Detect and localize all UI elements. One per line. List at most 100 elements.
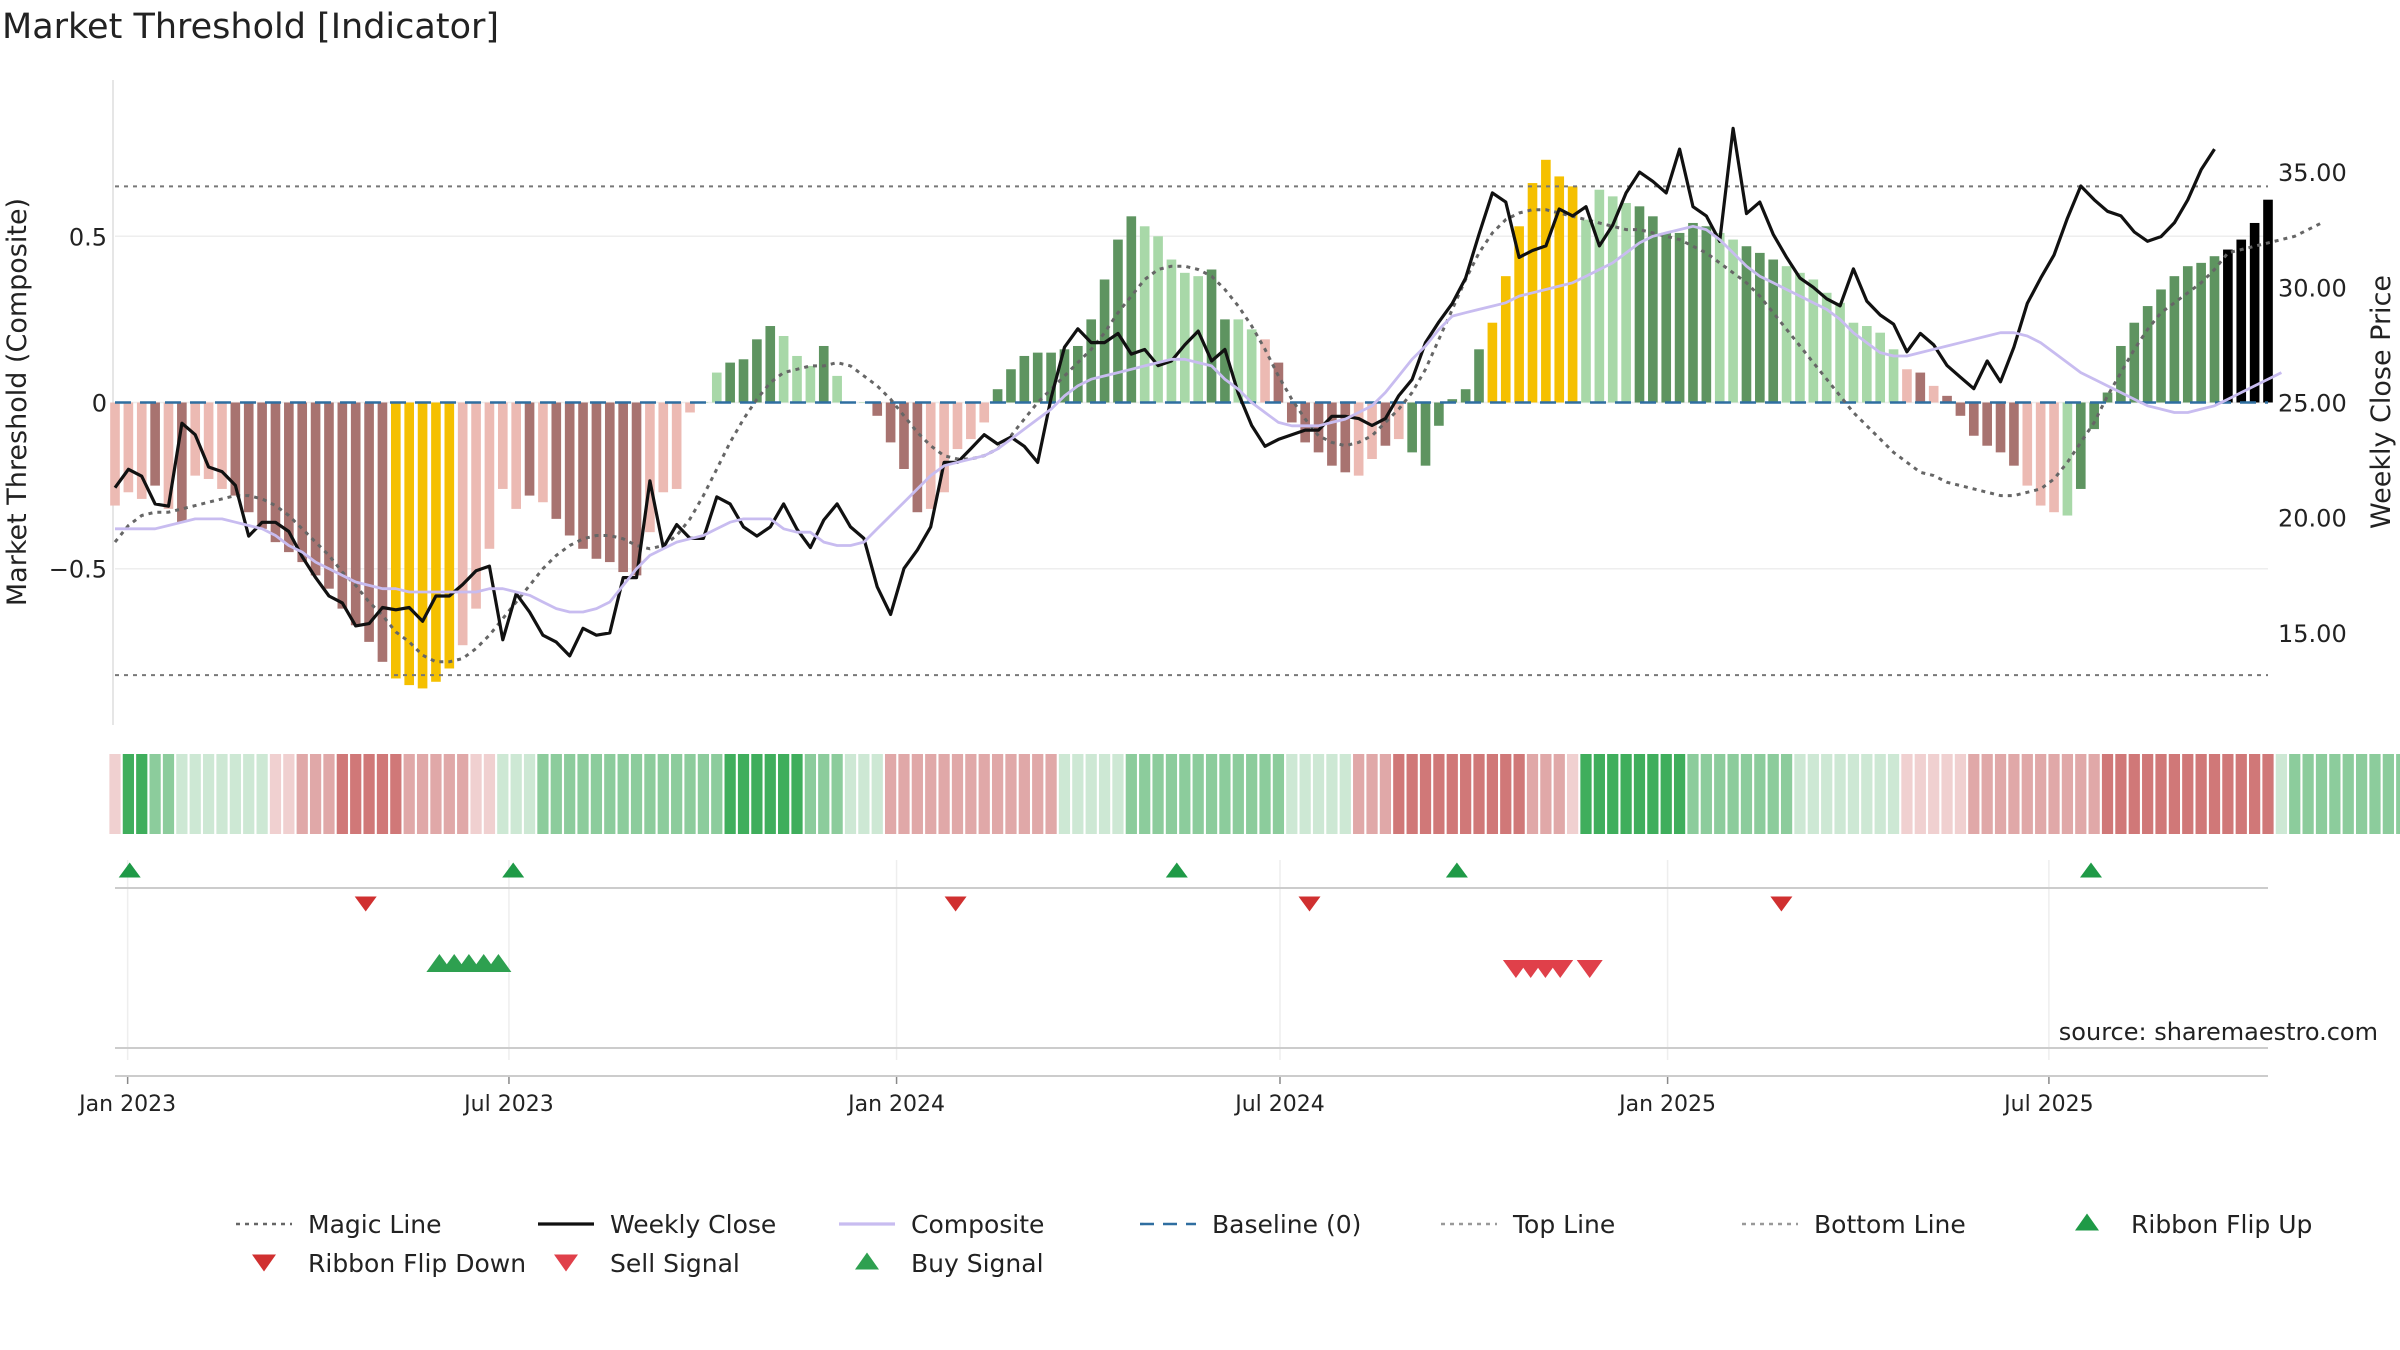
ribbon-cell — [550, 754, 562, 834]
ribbon-cell — [537, 754, 549, 834]
composite-bar — [1460, 389, 1471, 403]
composite-bar — [952, 402, 963, 450]
legend-label: Weekly Close — [610, 1210, 776, 1239]
composite-bar — [1353, 402, 1364, 476]
composite-bar — [2263, 199, 2273, 403]
ribbon-cell — [149, 754, 161, 834]
composite-bar — [2209, 256, 2220, 403]
ribbon-cell — [2262, 754, 2274, 834]
ribbon-cell — [1847, 754, 1860, 834]
ribbon-cell — [884, 754, 897, 834]
legend-item: Top Line — [1441, 1210, 1615, 1239]
ribbon-cell — [1687, 754, 1699, 834]
ribbon-cell — [1660, 754, 1672, 834]
composite-bar — [1701, 226, 1712, 403]
composite-bar — [1688, 222, 1698, 403]
legend-label: Ribbon Flip Up — [2131, 1210, 2312, 1239]
ribbon-cell — [202, 754, 215, 834]
ribbon-cell — [898, 754, 910, 834]
composite-bar — [337, 402, 348, 609]
composite-bar — [391, 402, 401, 679]
ribbon-cell — [390, 754, 402, 834]
composite-bar — [1179, 272, 1190, 403]
x-tick-label: Jul 2024 — [1233, 1092, 1325, 1117]
x-tick-label: Jul 2023 — [462, 1092, 554, 1117]
ribbon-cell — [804, 754, 816, 834]
composite-bar — [1942, 395, 1952, 403]
composite-bar — [2009, 402, 2019, 466]
ribbon-cell — [470, 754, 482, 834]
composite-bar — [297, 402, 308, 563]
ribbon-cell — [844, 754, 857, 834]
ribbon-cell — [1740, 754, 1753, 834]
ribbon-cell — [1272, 754, 1285, 834]
ribbon-cell — [1339, 754, 1351, 834]
composite-bar — [1982, 402, 1992, 446]
ribbon-cell — [1205, 754, 1218, 834]
composite-bar — [163, 402, 174, 509]
ribbon-cell — [911, 754, 923, 834]
legend-item: Composite — [839, 1210, 1044, 1239]
chart-title: Market Threshold [Indicator] — [2, 7, 499, 47]
composite-bar — [1286, 402, 1297, 423]
composite-bar — [2022, 402, 2033, 486]
ribbon-cell — [2222, 754, 2234, 834]
ribbon-cell — [1526, 754, 1539, 834]
composite-bar — [2182, 266, 2193, 403]
ribbon-cell — [1286, 754, 1298, 834]
ribbon-cell — [1914, 754, 1926, 834]
ribbon-cell — [1714, 754, 1726, 834]
composite-bar — [1046, 352, 1056, 403]
composite-bar — [925, 402, 936, 509]
composite-bar — [1661, 232, 1672, 403]
ribbon-cell — [1005, 754, 1017, 834]
ribbon-cell — [657, 754, 669, 834]
composite-bar — [1434, 402, 1444, 426]
composite-bar — [1888, 349, 1899, 403]
legend-label: Buy Signal — [911, 1249, 1044, 1278]
composite-bar — [631, 402, 642, 576]
composite-bar — [1808, 279, 1819, 403]
composite-bar — [1902, 369, 1912, 403]
ribbon-cell — [938, 754, 950, 834]
ribbon-cell — [2329, 754, 2341, 834]
legend-item: Ribbon Flip Up — [2075, 1210, 2312, 1239]
ribbon-cell — [1727, 754, 1739, 834]
legend-label: Bottom Line — [1814, 1210, 1966, 1239]
ribbon-cell — [1085, 754, 1097, 834]
ribbon-cell — [2142, 754, 2154, 834]
ribbon-cell — [430, 754, 442, 834]
composite-bar — [2249, 222, 2260, 403]
ribbon-cell — [564, 754, 576, 834]
legend-label: Ribbon Flip Down — [308, 1249, 526, 1278]
ribbon-cell — [1125, 754, 1137, 834]
ribbon-flip-up-marker — [1165, 862, 1188, 878]
ribbon-cell — [1165, 754, 1178, 834]
composite-bar — [872, 402, 883, 416]
composite-series — [115, 224, 2283, 614]
composite-bar — [177, 402, 187, 523]
composite-bar — [1327, 402, 1337, 466]
ribbon-cell — [2355, 754, 2368, 834]
ribbon-cell — [858, 754, 870, 834]
composite-bar — [618, 402, 628, 573]
ribbon-cell — [122, 754, 134, 834]
ribbon-cell — [671, 754, 683, 834]
composite-bar — [1367, 402, 1377, 460]
composite-bar — [1393, 402, 1404, 440]
composite-bar — [1113, 239, 1123, 403]
ribbon-cell — [1633, 754, 1646, 834]
ribbon-cell — [1580, 754, 1592, 834]
composite-bar — [1447, 399, 1458, 403]
composite-bar — [1875, 332, 1886, 403]
ribbon-cell — [1259, 754, 1271, 834]
ribbon-cell — [1807, 754, 1819, 834]
sell-signal-marker — [1547, 960, 1574, 978]
ribbon-cell — [2115, 754, 2127, 834]
composite-bar — [1260, 339, 1270, 403]
composite-bar — [243, 402, 254, 513]
ribbon-cell — [590, 754, 603, 834]
composite-bar — [564, 402, 575, 536]
